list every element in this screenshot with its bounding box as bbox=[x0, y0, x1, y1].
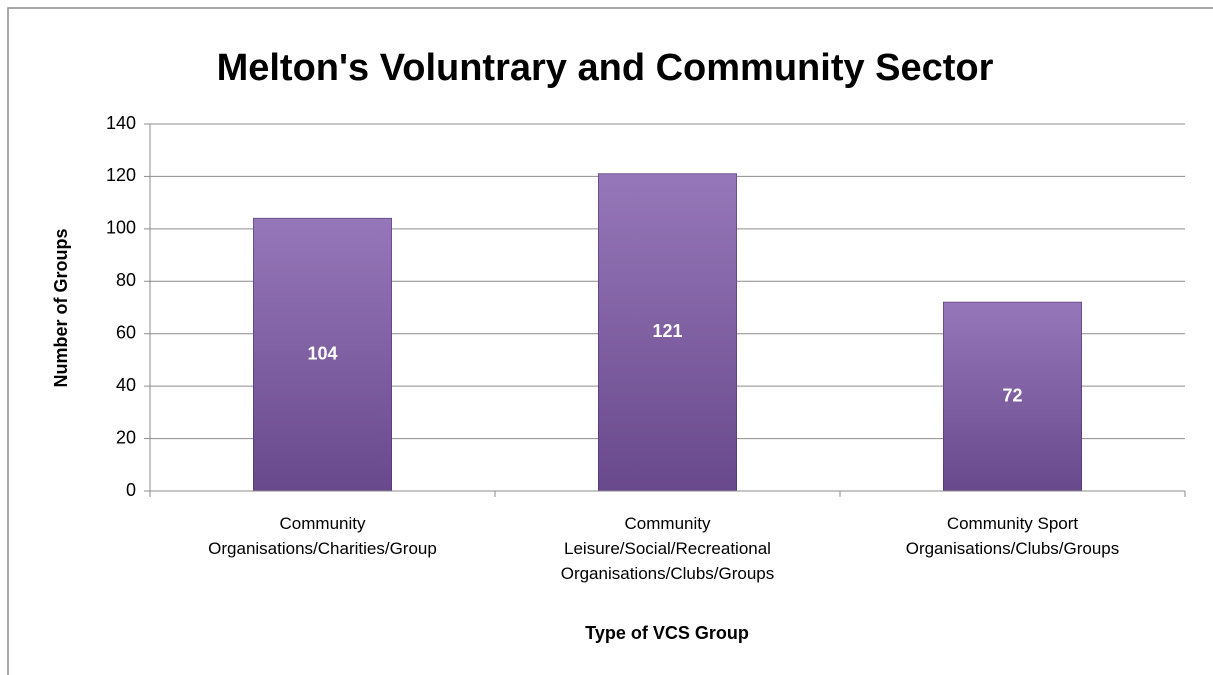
y-tick-label: 40 bbox=[116, 375, 136, 395]
chart-border bbox=[7, 7, 1213, 675]
x-tick-label: Community Organisations/Charities/Group bbox=[208, 514, 437, 558]
data-label: 104 bbox=[307, 343, 337, 363]
y-tick-label: 60 bbox=[116, 322, 136, 342]
data-label: 72 bbox=[1002, 385, 1022, 405]
bar-shade bbox=[598, 173, 737, 492]
chart-title: Melton's Voluntrary and Community Sector bbox=[217, 47, 994, 89]
bar-shade bbox=[943, 302, 1082, 491]
y-tick-label: 120 bbox=[106, 165, 136, 185]
y-tick-label: 0 bbox=[126, 480, 136, 500]
x-tick-label: Community Sport Organisations/Clubs/Grou… bbox=[905, 514, 1120, 558]
x-tick-label: Community Leisure/Social/Recreational Or… bbox=[560, 514, 775, 583]
data-label: 121 bbox=[652, 321, 682, 341]
y-tick-label: 80 bbox=[116, 270, 136, 290]
y-tick-label: 20 bbox=[116, 427, 136, 447]
y-tick-label: 100 bbox=[106, 218, 136, 238]
y-axis-label: Number of Groups bbox=[51, 228, 71, 387]
x-axis-label: Type of VCS Group bbox=[585, 623, 749, 643]
y-tick-label: 140 bbox=[106, 113, 136, 133]
bar-shade bbox=[253, 218, 392, 491]
